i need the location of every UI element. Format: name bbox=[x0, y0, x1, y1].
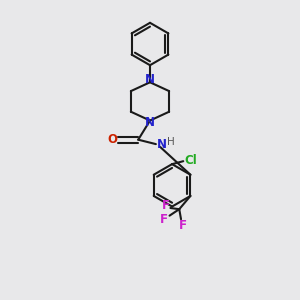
Text: F: F bbox=[161, 199, 169, 212]
Text: H: H bbox=[167, 137, 175, 147]
Text: F: F bbox=[160, 213, 168, 226]
Text: N: N bbox=[145, 74, 155, 86]
Text: N: N bbox=[157, 138, 167, 151]
Text: O: O bbox=[108, 133, 118, 146]
Text: F: F bbox=[179, 219, 187, 232]
Text: N: N bbox=[145, 116, 155, 129]
Text: Cl: Cl bbox=[184, 154, 197, 167]
